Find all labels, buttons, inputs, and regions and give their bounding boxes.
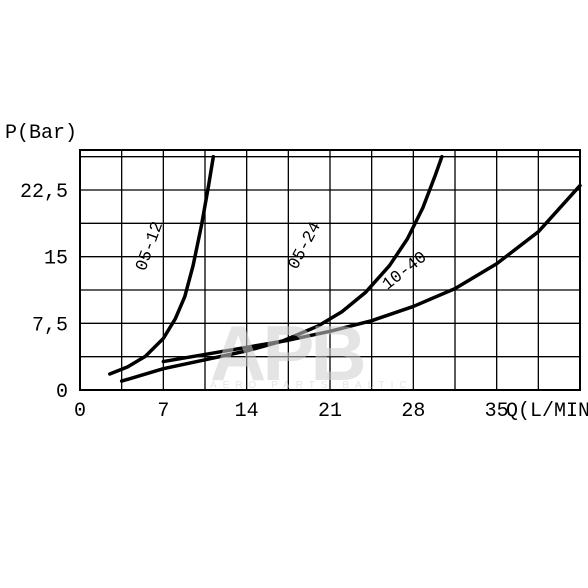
y-tick-label: 22,5 xyxy=(20,181,68,204)
x-tick-label: 7 xyxy=(157,400,169,423)
y-tick-label: 0 xyxy=(56,381,68,404)
x-tick-label: 14 xyxy=(235,400,259,423)
x-tick-label: 0 xyxy=(74,400,86,423)
y-tick-label: 7,5 xyxy=(32,314,68,337)
x-tick-label: 21 xyxy=(318,400,342,423)
y-tick-label: 15 xyxy=(44,248,68,271)
x-axis-label: Q(L/MIN xyxy=(506,400,588,423)
pressure-flow-chart: 05-1205-2410-4007,51522,50714212835P(Bar… xyxy=(0,120,588,460)
x-tick-label: 28 xyxy=(401,400,425,423)
y-axis-label: P(Bar) xyxy=(5,122,77,145)
chart-svg: 05-1205-2410-4007,51522,50714212835P(Bar… xyxy=(0,120,588,460)
